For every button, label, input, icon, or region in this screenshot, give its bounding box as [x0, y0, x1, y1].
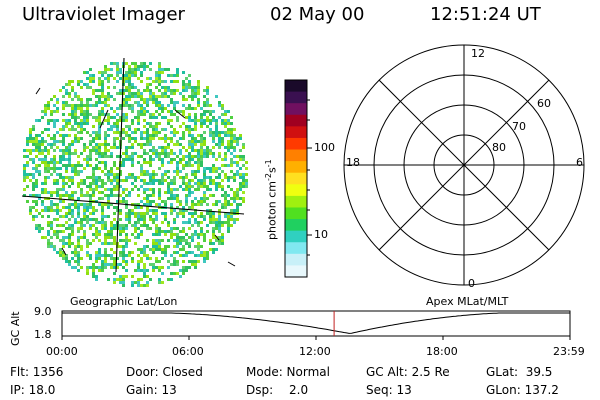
color-scale-step — [285, 207, 307, 220]
color-scale-step — [285, 184, 307, 197]
uv-intensity-speckle — [23, 62, 245, 287]
geographic-longitude: GLon: 137.2 — [486, 383, 559, 397]
gc-altitude: GC Alt: 2.5 Re — [366, 365, 450, 379]
color-scale-step — [285, 195, 307, 209]
uv-image-disk — [23, 62, 248, 287]
ip-value: IP: 18.0 — [10, 383, 56, 397]
color-scale-step — [285, 91, 307, 104]
dsp-value: 2.0 — [289, 383, 309, 397]
color-scale-step — [285, 230, 307, 243]
uv-intensity-speckle — [23, 65, 248, 281]
unit-exp-1: -2 — [264, 173, 273, 182]
color-scale-ticks — [307, 99, 312, 256]
color-scale-bar — [285, 80, 307, 278]
apex-caption: Apex MLat/MLT — [426, 295, 509, 308]
unit-text: photon cm — [265, 181, 279, 240]
uv-intensity-speckle — [23, 62, 245, 287]
time-tick-0600: 06:00 — [172, 345, 204, 358]
instrument-title: Ultraviolet Imager — [22, 4, 185, 25]
date-label: 02 May 00 — [270, 4, 365, 25]
altitude-plot-frame — [61, 310, 571, 337]
color-scale-step — [285, 253, 307, 267]
geographic-caption: Geographic Lat/Lon — [70, 295, 178, 308]
uv-intensity-speckle — [23, 62, 248, 284]
time-tick-1800: 18:00 — [426, 345, 458, 358]
geographic-latitude: GLat: 39.5 — [486, 365, 553, 379]
polar-mlt-grid — [343, 44, 585, 286]
color-scale-step — [285, 149, 307, 162]
geographic-grid — [21, 57, 245, 273]
uv-intensity-speckle — [23, 62, 248, 287]
uv-intensity-speckle — [26, 62, 248, 287]
sequence-number: Seq: 13 — [366, 383, 412, 397]
scale-tick-100: 100 — [314, 141, 335, 154]
color-scale-step — [285, 114, 307, 127]
color-scale-step — [285, 161, 307, 174]
mlat-label-70: 70 — [512, 120, 526, 133]
time-label: 12:51:24 UT — [430, 4, 541, 25]
color-scale-step — [285, 126, 307, 139]
color-scale-frame — [284, 79, 308, 278]
color-scale-step — [285, 103, 307, 116]
color-scale-step — [285, 265, 307, 278]
flight-number: Flt: 1356 — [10, 365, 64, 379]
time-axis-ticks — [61, 336, 571, 340]
color-scale-step — [285, 137, 307, 151]
mode-value: Mode: Normal — [246, 365, 330, 379]
color-scale-step — [285, 80, 307, 93]
mlt-label-6: 6 — [576, 156, 583, 169]
scale-unit-label: photon cm-2s-1 — [264, 159, 279, 240]
mlt-label-0: 0 — [468, 277, 475, 290]
alt-max-label: 9.0 — [34, 305, 52, 318]
mlt-label-12: 12 — [471, 47, 485, 60]
time-tick-1200: 12:00 — [299, 345, 331, 358]
gain-value: Gain: 13 — [126, 383, 177, 397]
time-tick-0000: 00:00 — [46, 345, 78, 358]
mlat-label-80: 80 — [492, 141, 506, 154]
unit-text-s: s — [265, 167, 279, 174]
color-scale-step — [285, 172, 307, 185]
color-scale-step — [285, 242, 307, 255]
alt-min-label: 1.8 — [34, 328, 52, 341]
scale-tick-10: 10 — [314, 228, 328, 241]
dsp-label: Dsp: — [246, 383, 274, 397]
mlat-label-60: 60 — [537, 97, 551, 110]
mlt-label-18: 18 — [346, 156, 360, 169]
door-status: Door: Closed — [126, 365, 203, 379]
time-tick-2359: 23:59 — [553, 345, 585, 358]
unit-exp-2: -1 — [264, 159, 273, 168]
alt-axis-label: GC Alt — [9, 311, 22, 346]
color-scale-step — [285, 219, 307, 232]
altitude-curve — [62, 312, 570, 334]
